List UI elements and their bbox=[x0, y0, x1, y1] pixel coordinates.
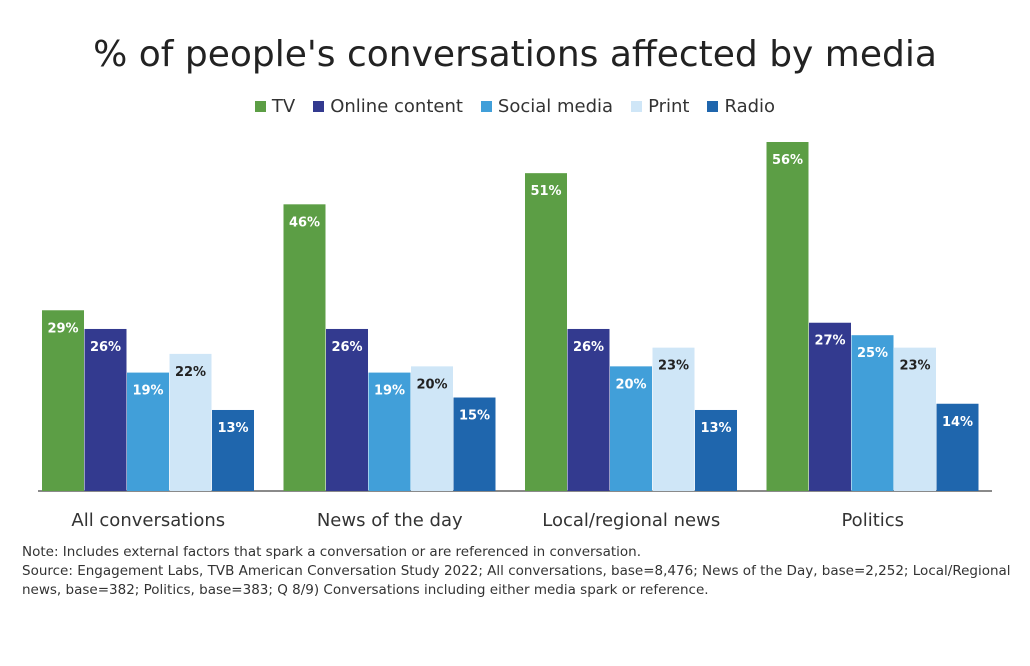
bar-tv-3 bbox=[766, 142, 809, 491]
legend-label: Radio bbox=[724, 96, 776, 117]
bar-value-label: 20% bbox=[615, 377, 646, 392]
bar-online-content-2 bbox=[567, 328, 610, 491]
bar-radio-0 bbox=[212, 409, 254, 491]
legend-item-social-media: Social media bbox=[480, 96, 614, 117]
bar-value-label: 19% bbox=[374, 384, 405, 399]
bar-value-label: 23% bbox=[658, 359, 689, 374]
category-label: Politics bbox=[841, 510, 904, 531]
legend-swatch bbox=[480, 101, 492, 112]
bar-online-content-3 bbox=[809, 322, 851, 491]
bar-value-label: 29% bbox=[47, 321, 78, 336]
bar-value-label: 26% bbox=[573, 340, 604, 355]
bar-value-label: 22% bbox=[175, 365, 206, 380]
bar-radio-3 bbox=[936, 403, 979, 491]
legend-swatch bbox=[254, 101, 266, 112]
legend-label: Print bbox=[648, 96, 690, 117]
bar-social-media-2 bbox=[610, 366, 652, 491]
legend-swatch bbox=[631, 101, 643, 112]
bar-online-content-1 bbox=[326, 328, 368, 491]
source-text: Source: Engagement Labs, TVB American Co… bbox=[22, 563, 1011, 598]
legend-item-tv: TV bbox=[254, 96, 296, 117]
bar-value-label: 26% bbox=[90, 340, 121, 355]
bar-social-media-3 bbox=[851, 335, 894, 491]
bar-value-label: 51% bbox=[530, 184, 561, 199]
bar-tv-1 bbox=[283, 204, 326, 492]
legend-item-print: Print bbox=[631, 96, 689, 117]
bar-online-content-0 bbox=[84, 328, 127, 491]
legend-label: Online content bbox=[330, 96, 463, 117]
bar-radio-2 bbox=[695, 409, 737, 491]
bar-value-label: 25% bbox=[857, 346, 888, 361]
chart-legend: TV Online content Social media Print Radio bbox=[0, 96, 1030, 117]
bar-print-2 bbox=[652, 347, 695, 491]
bar-value-label: 19% bbox=[132, 384, 163, 399]
legend-label: TV bbox=[271, 96, 296, 117]
bar-value-label: 14% bbox=[942, 415, 973, 430]
bar-chart: 29% 26% 19% 22% 13% All conversations 46% 26% 19… bbox=[38, 142, 992, 531]
note-text: Note: Includes external factors that spa… bbox=[22, 544, 642, 560]
bar-tv-2 bbox=[525, 173, 567, 492]
bar-value-label: 26% bbox=[331, 340, 362, 355]
bar-print-1 bbox=[411, 366, 453, 491]
bar-value-label: 56% bbox=[772, 153, 803, 168]
category-label: Local/regional news bbox=[542, 510, 720, 531]
legend-swatch bbox=[707, 101, 719, 112]
bar-value-label: 27% bbox=[814, 334, 845, 349]
bar-value-label: 46% bbox=[289, 215, 320, 230]
bar-value-label: 13% bbox=[217, 421, 248, 436]
bar-tv-0 bbox=[42, 310, 84, 491]
bar-value-label: 15% bbox=[459, 409, 490, 424]
bar-print-0 bbox=[169, 353, 212, 491]
chart-title: % of people's conversations affected by … bbox=[93, 34, 937, 75]
chart-notes: Note: Includes external factors that spa… bbox=[22, 543, 1012, 600]
category-label: News of the day bbox=[317, 510, 463, 531]
legend-label: Social media bbox=[497, 96, 614, 117]
legend-swatch bbox=[313, 101, 325, 112]
bar-social-media-0 bbox=[127, 372, 169, 491]
bar-value-label: 23% bbox=[899, 359, 930, 374]
bar-value-label: 20% bbox=[416, 377, 447, 392]
bar-radio-1 bbox=[453, 397, 496, 491]
bar-social-media-1 bbox=[368, 372, 411, 491]
bar-print-3 bbox=[894, 347, 936, 491]
category-label: All conversations bbox=[71, 510, 225, 531]
legend-item-online-content: Online content bbox=[313, 96, 463, 117]
legend-item-radio: Radio bbox=[707, 96, 775, 117]
bar-value-label: 13% bbox=[700, 421, 731, 436]
